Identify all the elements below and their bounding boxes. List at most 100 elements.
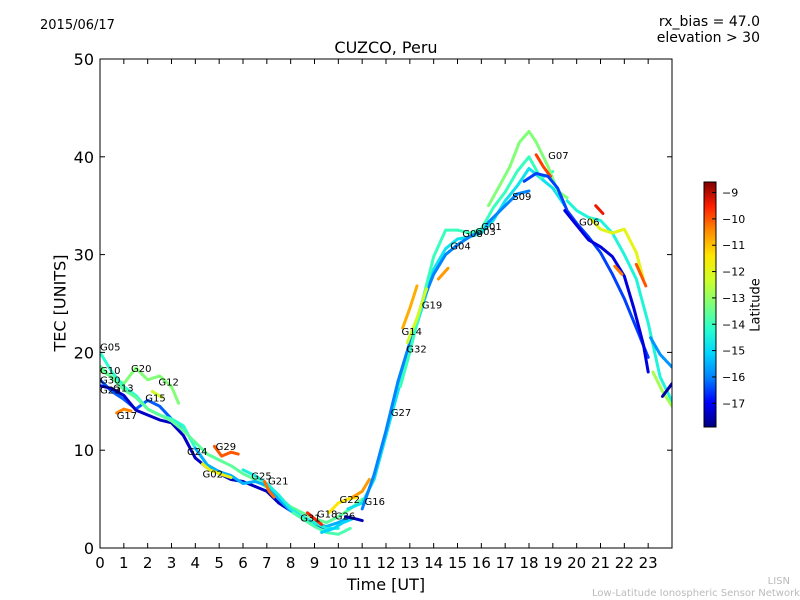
tec-series-12: [263, 480, 276, 499]
satellite-label-g22: G22: [340, 495, 360, 506]
colorbar-tick-label: −16: [722, 371, 745, 384]
tec-series-30: [594, 204, 605, 215]
tec-series-32: [634, 262, 648, 288]
satellite-label-g23: G23: [100, 386, 120, 397]
tec-series-33: [649, 336, 672, 369]
satellite-label-g16: G16: [365, 497, 385, 508]
tec-series-29: [589, 217, 645, 281]
tec-series-18: [351, 478, 371, 499]
x-tick-label: 15: [448, 554, 467, 572]
tec-series-7: [150, 390, 164, 399]
satellite-label-g25: G25: [251, 472, 271, 483]
x-tick-label: 19: [543, 554, 562, 572]
x-tick-label: 22: [615, 554, 634, 572]
satellite-label-g07: G07: [548, 151, 568, 162]
tec-series-36: [436, 266, 450, 281]
satellite-label-g32: G32: [406, 344, 426, 355]
satellite-label-g03: G03: [475, 227, 495, 238]
rx-bias-label: rx_bias = 47.0: [658, 14, 760, 30]
satellite-label-g24: G24: [187, 447, 207, 458]
satellite-label-g05: G05: [100, 342, 120, 353]
x-tick-label: 1: [119, 554, 129, 572]
colorbar-tick-label: −17: [722, 397, 745, 410]
colorbar-gradient: [703, 181, 717, 428]
x-tick-label: 14: [424, 554, 443, 572]
satellite-label-g06: G06: [579, 217, 599, 228]
y-tick-label: 50: [74, 50, 94, 69]
colorbar-label: Latitude: [748, 278, 764, 332]
x-tick-label: 18: [519, 554, 538, 572]
x-tick-label: 21: [591, 554, 610, 572]
satellite-label-g01: G01: [481, 222, 501, 233]
chart-title: CUZCO, Peru: [334, 38, 438, 57]
colorbar-tick-label: −14: [722, 318, 745, 331]
x-tick-label: 2: [143, 554, 153, 572]
tec-series-31: [613, 264, 624, 276]
x-tick-label: 13: [400, 554, 419, 572]
colorbar-tick-label: −9: [722, 187, 738, 200]
colorbar-tick-label: −11: [722, 239, 745, 252]
date-label: 2015/06/17: [40, 18, 115, 33]
satellite-label-g10: G10: [100, 366, 120, 377]
satellite-label-s09: S09: [512, 192, 531, 203]
y-axis-label: TEC [UNITS]: [50, 254, 70, 352]
tec-series-13: [291, 511, 352, 536]
plot-frame: [99, 58, 673, 549]
x-tick-label: 9: [310, 554, 320, 572]
satellite-label-g02: G02: [203, 470, 223, 481]
satellite-label-g20: G20: [131, 364, 151, 375]
series-layer: [100, 129, 672, 536]
tec-series-11: [241, 468, 340, 530]
tec-series-35: [661, 382, 672, 398]
colorbar-tick-label: −15: [722, 345, 745, 358]
satellite-label-g13: G13: [113, 384, 133, 395]
x-tick-label: 6: [238, 554, 248, 572]
x-tick-label: 12: [376, 554, 395, 572]
x-axis-label: Time [UT]: [346, 575, 426, 594]
x-tick-label: 17: [496, 554, 515, 572]
y-tick-label: 0: [84, 539, 94, 558]
x-tick-label: 3: [167, 554, 177, 572]
x-tick-label: 10: [329, 554, 348, 572]
tec-series-27: [563, 209, 650, 374]
tec-series-20: [360, 189, 531, 511]
satellite-label-g08: G08: [462, 229, 482, 240]
satellite-label-g15: G15: [145, 393, 165, 404]
tec-series-23: [405, 287, 428, 345]
tec-series-26: [522, 171, 650, 359]
tec-series-6: [115, 407, 133, 415]
x-tick-label: 4: [191, 554, 201, 572]
y-tick-label: 40: [74, 148, 94, 167]
tec-series-16: [320, 517, 355, 534]
tec-series-14: [305, 511, 324, 526]
satellite-label-g31: G31: [300, 514, 320, 525]
colorbar-tick-label: −10: [722, 213, 745, 226]
satellite-label-g29: G29: [216, 442, 236, 453]
tec-series-25: [534, 153, 552, 178]
satellite-label-g26: G26: [335, 512, 355, 523]
footer-lisn: LISN: [767, 576, 790, 587]
satellite-label-g18: G18: [317, 510, 337, 521]
colorbar-tick-label: −13: [722, 292, 745, 305]
x-tick-label: 7: [262, 554, 272, 572]
axis-layer: 0 1 2 3 4 5 6 7 8 9 10 11 12 13 14 15 16 17 18 19 20 21 22 2301…: [74, 50, 672, 572]
satellite-label-g19: G19: [422, 300, 442, 311]
footer-network-name: Low-Latitude Ionospheric Sensor Network: [592, 588, 800, 599]
colorbar: −9 −10 −11 −12 −13 −14 −15 −16 −17: [703, 181, 745, 428]
x-tick-label: 0: [95, 554, 105, 572]
y-tick-label: 20: [74, 343, 94, 362]
satellite-label-g27: G27: [391, 408, 411, 419]
satellite-label-g21: G21: [268, 476, 288, 487]
tec-series-10: [212, 444, 240, 458]
satellite-label-g17: G17: [117, 411, 137, 422]
y-tick-label: 10: [74, 441, 94, 460]
x-tick-label: 8: [286, 554, 296, 572]
x-tick-label: 5: [214, 554, 224, 572]
tec-series-22: [401, 284, 419, 330]
tec-series-19: [346, 167, 567, 511]
tec-series-34: [651, 370, 672, 408]
x-tick-label: 23: [639, 554, 658, 572]
tec-series-9: [201, 462, 233, 480]
